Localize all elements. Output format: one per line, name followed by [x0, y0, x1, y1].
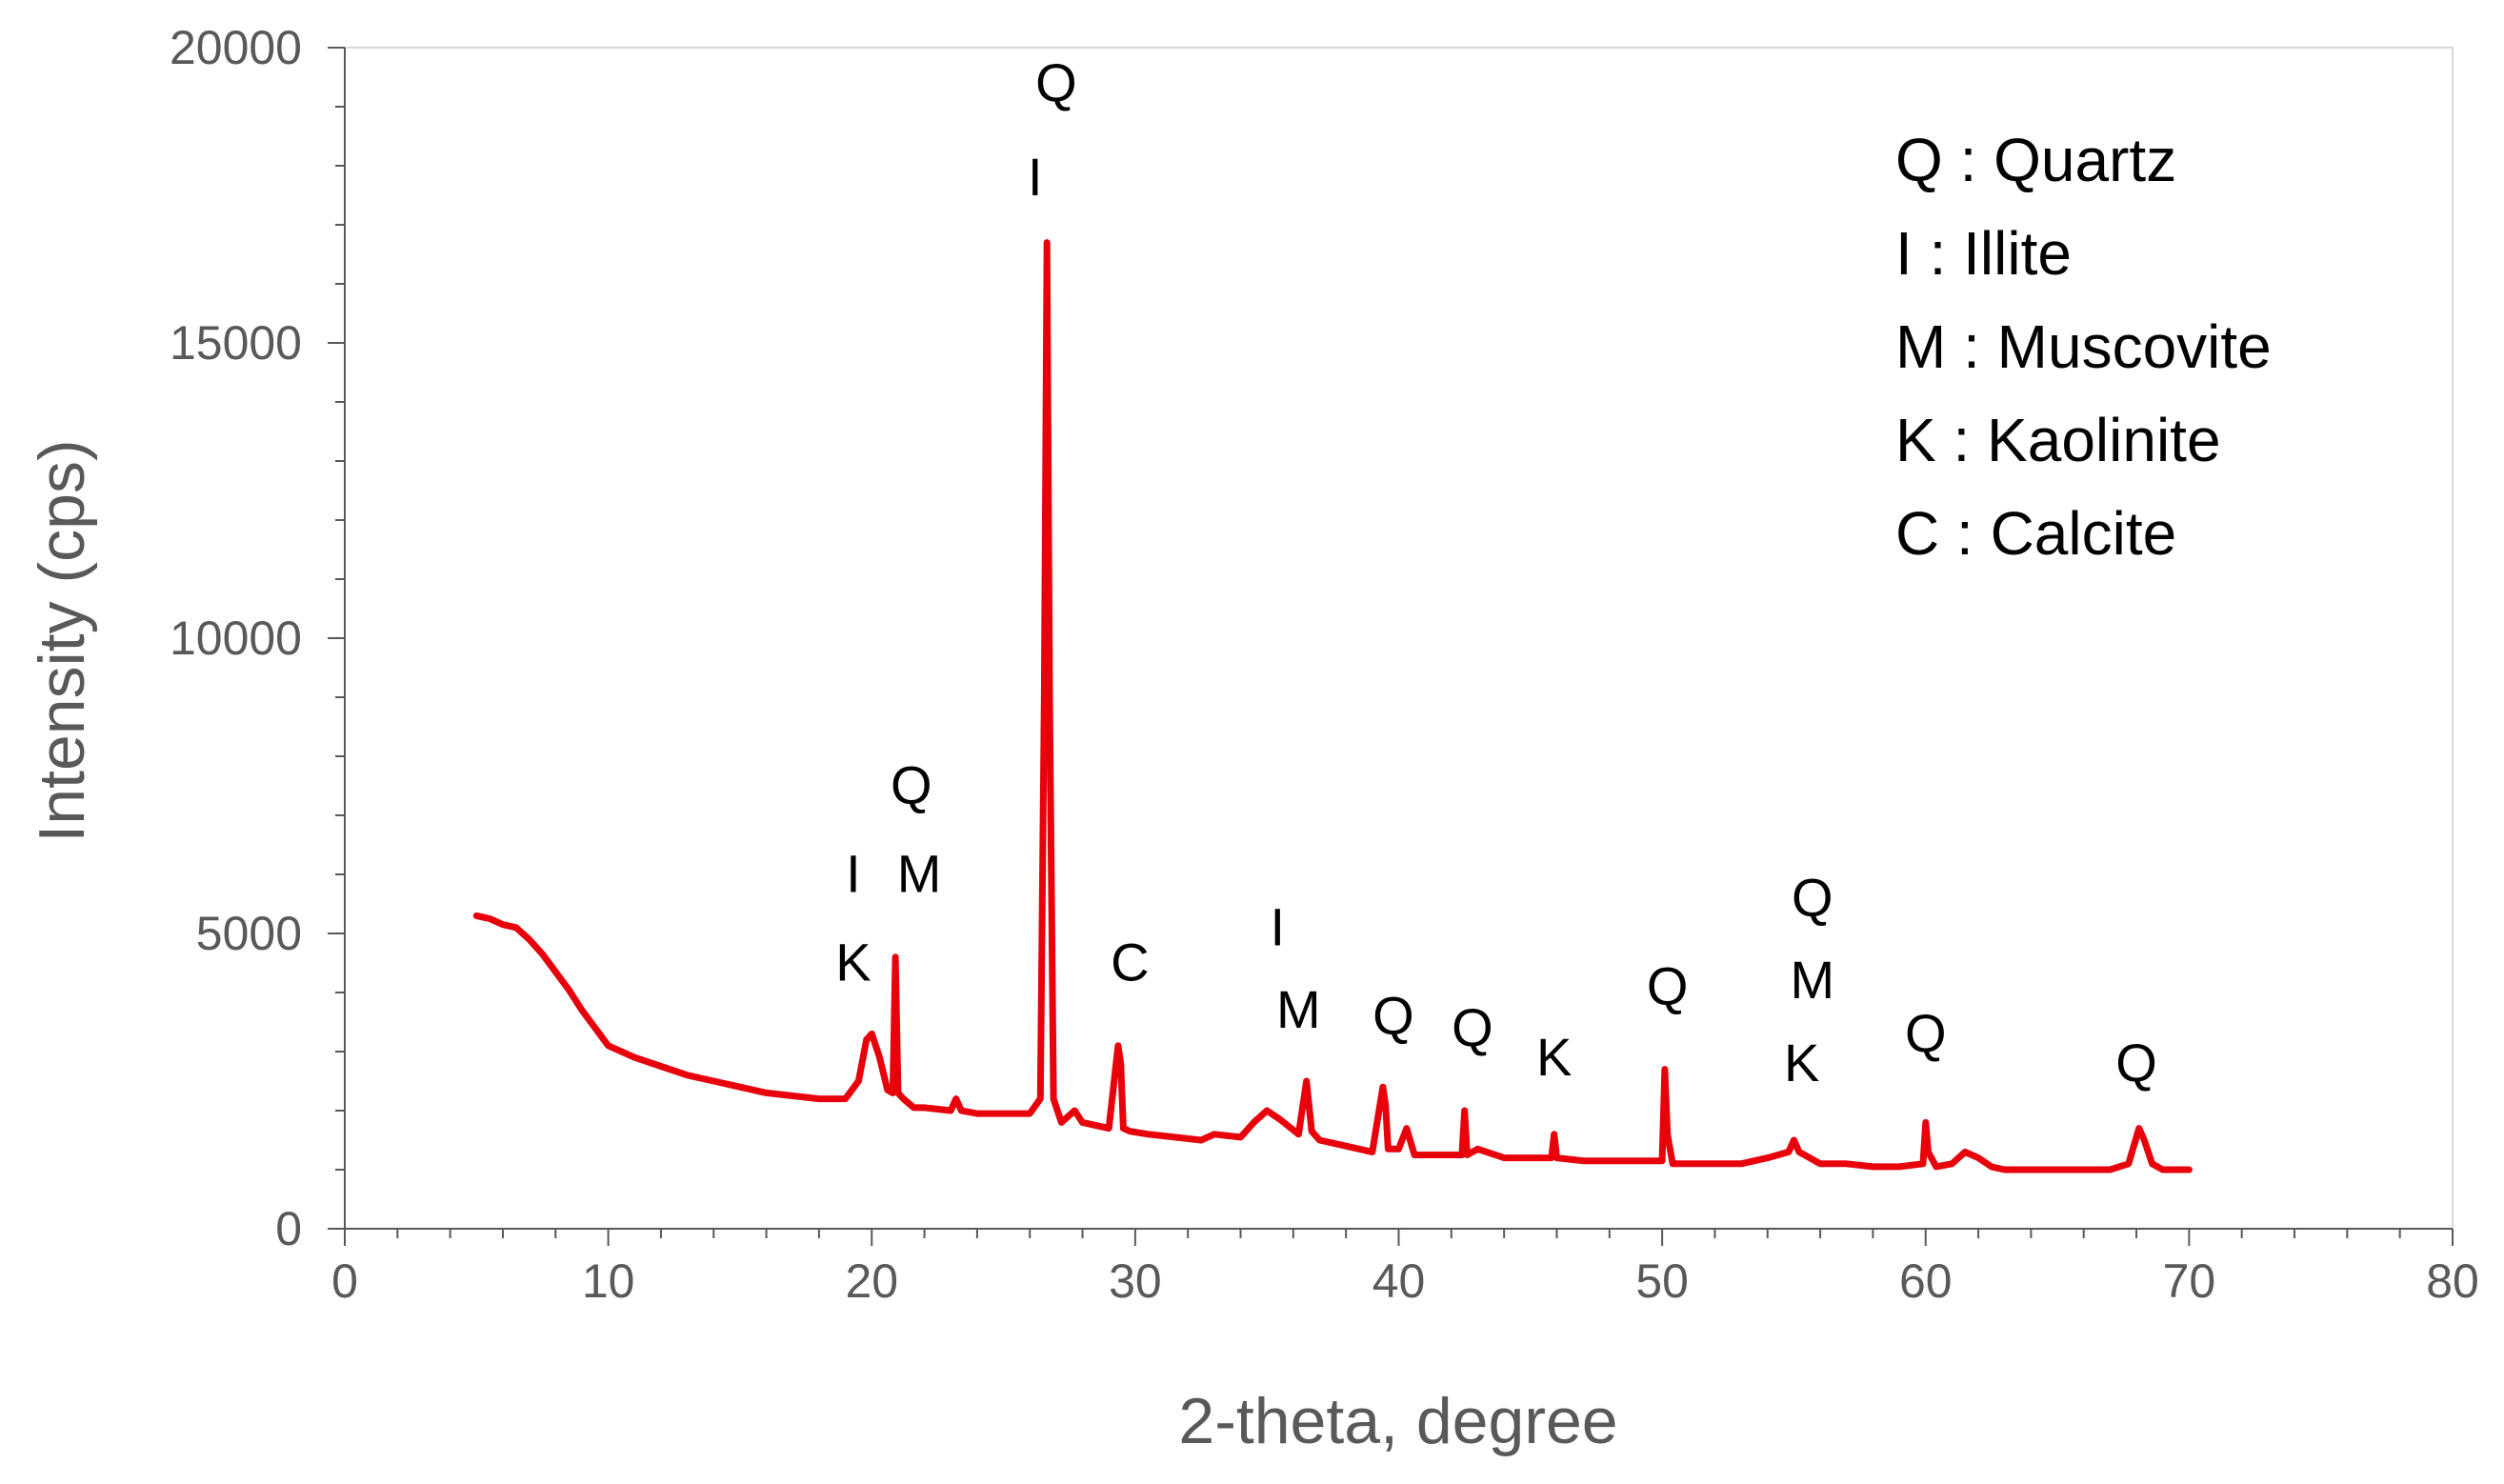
xrd-pattern-line: [472, 239, 2193, 1173]
peak-label: M: [1276, 979, 1321, 1039]
peak-label: Q: [1905, 1003, 1947, 1063]
y-tick-label: 5000: [196, 907, 302, 960]
legend-entry: Q : Quartz: [1895, 126, 2176, 194]
peak-label: I: [846, 844, 861, 904]
y-tick-label: 10000: [170, 612, 302, 665]
x-tick-label: 60: [1899, 1254, 1953, 1308]
x-tick-label: 70: [2163, 1254, 2216, 1308]
legend-entry: I : Illite: [1895, 219, 2072, 288]
peak-label: Q: [1792, 867, 1833, 927]
peak-label: I: [1028, 147, 1043, 207]
x-tick-label: 0: [331, 1254, 358, 1308]
peak-label: M: [1790, 950, 1834, 1010]
peak-label: Q: [1452, 997, 1493, 1057]
legend-entry: M : Muscovite: [1895, 312, 2272, 381]
peak-label: K: [1784, 1033, 1819, 1093]
peak-label: Q: [1035, 52, 1077, 112]
legend-entry: K : Kaolinite: [1895, 406, 2221, 474]
x-tick-label: 40: [1372, 1254, 1426, 1308]
peak-label: Q: [1647, 955, 1689, 1015]
x-axis-title: 2-theta, degree: [1178, 1385, 1617, 1457]
peak-label: I: [1270, 896, 1285, 956]
peak-label: Q: [1372, 985, 1414, 1045]
peak-label: Q: [891, 755, 932, 815]
peak-label: K: [1536, 1027, 1572, 1087]
y-tick-label: 0: [275, 1202, 302, 1255]
peak-label: M: [897, 844, 942, 904]
x-tick-label: 80: [2426, 1254, 2479, 1308]
y-axis-title: Intensity (cps): [26, 439, 98, 842]
y-tick-label: 20000: [170, 21, 302, 74]
x-tick-label: 50: [1635, 1254, 1689, 1308]
x-tick-label: 30: [1109, 1254, 1162, 1308]
peak-label: Q: [2115, 1033, 2157, 1093]
peak-label: K: [835, 933, 871, 993]
legend-entry: C : Calcite: [1895, 499, 2176, 568]
x-tick-label: 20: [845, 1254, 898, 1308]
peak-label: C: [1111, 933, 1149, 993]
y-tick-label: 15000: [170, 316, 302, 370]
x-tick-label: 10: [582, 1254, 635, 1308]
